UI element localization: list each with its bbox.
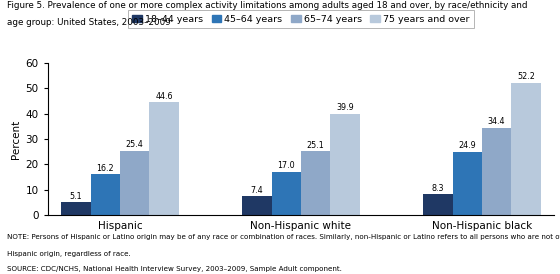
Bar [62, 202, 91, 215]
Text: 24.9: 24.9 [459, 141, 476, 150]
Text: 8.3: 8.3 [432, 184, 444, 193]
Bar [242, 196, 272, 215]
Bar [272, 172, 301, 215]
Text: NOTE: Persons of Hispanic or Latino origin may be of any race or combination of : NOTE: Persons of Hispanic or Latino orig… [7, 234, 560, 240]
Text: 52.2: 52.2 [517, 72, 535, 81]
Text: 44.6: 44.6 [155, 92, 172, 101]
Y-axis label: Percent: Percent [11, 119, 21, 159]
Bar [301, 152, 330, 215]
Text: 25.4: 25.4 [126, 140, 143, 149]
Legend: 18–44 years, 45–64 years, 65–74 years, 75 years and over: 18–44 years, 45–64 years, 65–74 years, 7… [128, 10, 474, 28]
Bar [452, 152, 482, 215]
Text: 39.9: 39.9 [336, 104, 354, 112]
Bar [511, 83, 540, 215]
Text: 25.1: 25.1 [307, 141, 325, 150]
Text: SOURCE: CDC/NCHS, National Health Interview Survey, 2003–2009, Sample Adult comp: SOURCE: CDC/NCHS, National Health Interv… [7, 266, 342, 272]
Text: 7.4: 7.4 [251, 186, 263, 195]
Bar [91, 174, 120, 215]
Text: age group: United States, 2003–2009: age group: United States, 2003–2009 [7, 18, 170, 27]
Text: 34.4: 34.4 [488, 117, 506, 126]
Bar [150, 102, 179, 215]
Text: 16.2: 16.2 [96, 164, 114, 173]
Text: 17.0: 17.0 [278, 161, 295, 170]
Text: Figure 5. Prevalence of one or more complex activity limitations among adults ag: Figure 5. Prevalence of one or more comp… [7, 1, 527, 10]
Bar [423, 194, 452, 215]
Bar [330, 114, 360, 215]
Text: Hispanic origin, regardless of race.: Hispanic origin, regardless of race. [7, 251, 130, 257]
Text: 5.1: 5.1 [70, 192, 82, 201]
Bar [120, 151, 150, 215]
Bar [482, 128, 511, 215]
